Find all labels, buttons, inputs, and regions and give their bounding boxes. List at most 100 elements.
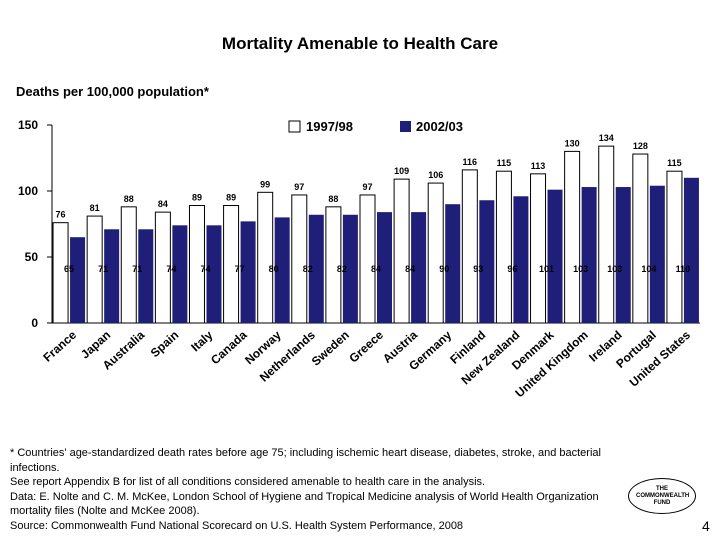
data-label-1997-98: 76 xyxy=(56,210,66,220)
category-label: Canada xyxy=(208,328,250,368)
data-label-2002-03: 65 xyxy=(64,264,74,274)
legend-swatch-2002-03 xyxy=(400,121,411,132)
data-label-1997-98: 116 xyxy=(463,157,478,167)
bar-1997-98 xyxy=(359,194,376,324)
data-label-1997-98: 109 xyxy=(394,166,409,176)
bar-1997-98 xyxy=(325,206,342,324)
data-label-1997-98: 88 xyxy=(124,194,134,204)
bar-2002-03 xyxy=(342,214,358,323)
data-label-1997-98: 134 xyxy=(599,133,614,143)
data-label-1997-98: 89 xyxy=(226,193,236,203)
bar-1997-98 xyxy=(257,191,274,324)
data-label-1997-98: 89 xyxy=(192,193,202,203)
chart-title: Mortality Amenable to Health Care xyxy=(221,34,499,53)
data-label-1997-98: 84 xyxy=(158,199,168,209)
data-label-1997-98: 97 xyxy=(294,182,304,192)
footnote-data: Data: E. Nolte and C. M. McKee, London S… xyxy=(10,490,599,518)
data-label-2002-03: 71 xyxy=(132,264,142,274)
data-label-2002-03: 103 xyxy=(607,264,622,274)
data-label-2002-03: 82 xyxy=(337,264,347,274)
y-tick-label: 100 xyxy=(18,184,38,198)
bar-1997-98 xyxy=(393,178,410,324)
data-label-2002-03: 74 xyxy=(166,264,176,274)
category-label: Spain xyxy=(148,328,182,360)
bar-1997-98 xyxy=(564,150,581,324)
data-label-1997-98: 81 xyxy=(90,203,100,213)
bar-2002-03 xyxy=(274,217,290,323)
data-label-2002-03: 101 xyxy=(539,264,554,274)
bar-1997-98 xyxy=(52,222,69,324)
legend-swatch-1997-98 xyxy=(288,120,301,133)
page-number: 4 xyxy=(702,518,710,534)
legend-label-1997-98: 1997/98 xyxy=(306,119,353,134)
bar-2002-03 xyxy=(411,212,427,323)
category-label: Sweden xyxy=(309,328,352,369)
bar-2002-03 xyxy=(445,204,461,323)
commonwealth-fund-logo: THE COMMONWEALTH FUND xyxy=(628,478,696,514)
data-label-2002-03: 84 xyxy=(405,264,415,274)
data-label-1997-98: 97 xyxy=(362,182,372,192)
bar-1997-98 xyxy=(86,215,103,324)
data-label-1997-98: 115 xyxy=(667,158,682,168)
y-tick-label: 150 xyxy=(18,118,38,132)
bar-1997-98 xyxy=(120,206,137,324)
bar-2002-03 xyxy=(581,187,597,323)
bar-1997-98 xyxy=(154,211,171,324)
y-tick-label: 0 xyxy=(31,316,38,330)
category-label: Greece xyxy=(346,328,386,366)
bar-2002-03 xyxy=(377,212,392,323)
bar-1997-98 xyxy=(291,194,308,324)
data-label-2002-03: 96 xyxy=(507,264,517,274)
footnotes: * Countries' age-standardized death rate… xyxy=(10,446,620,533)
data-label-1997-98: 113 xyxy=(531,161,546,171)
data-label-1997-98: 99 xyxy=(260,179,270,189)
footnote-source: Source: Commonwealth Fund National Score… xyxy=(10,519,464,532)
bar-1997-98 xyxy=(598,145,615,324)
bar-1997-98 xyxy=(188,205,205,324)
bar-2002-03 xyxy=(240,221,256,323)
data-label-2002-03: 80 xyxy=(269,264,279,274)
bar-1997-98 xyxy=(223,205,240,324)
bar-chart: 0501001507665France8171Japan8871Australi… xyxy=(18,118,700,400)
data-label-2002-03: 93 xyxy=(473,264,483,274)
category-label: Italy xyxy=(188,328,215,355)
bar-1997-98 xyxy=(461,169,478,324)
footnote-appendix: See report Appendix B for list of all co… xyxy=(10,476,486,488)
bar-2002-03 xyxy=(513,196,529,323)
data-label-2002-03: 90 xyxy=(439,264,449,274)
data-label-2002-03: 77 xyxy=(235,264,245,274)
data-label-2002-03: 104 xyxy=(641,264,656,274)
legend-label-2002-03: 2002/03 xyxy=(416,119,463,134)
bar-2002-03 xyxy=(172,225,188,323)
bar-2002-03 xyxy=(308,214,324,323)
bar-2002-03 xyxy=(70,237,86,323)
bar-1997-98 xyxy=(632,153,649,324)
bar-2002-03 xyxy=(547,189,563,323)
data-label-1997-98: 115 xyxy=(497,158,512,168)
bar-2002-03 xyxy=(104,229,120,323)
bar-2002-03 xyxy=(138,229,154,323)
y-tick-label: 50 xyxy=(25,250,39,264)
data-label-1997-98: 130 xyxy=(565,138,580,148)
logo-text: THE COMMONWEALTH FUND xyxy=(636,485,690,506)
data-label-2002-03: 103 xyxy=(573,264,588,274)
data-label-1997-98: 106 xyxy=(428,170,443,180)
bar-2002-03 xyxy=(479,200,495,323)
bar-1997-98 xyxy=(495,170,512,324)
bar-2002-03 xyxy=(615,187,631,323)
bar-2002-03 xyxy=(649,185,665,323)
data-label-2002-03: 74 xyxy=(200,264,210,274)
bar-1997-98 xyxy=(427,182,444,324)
bar-1997-98 xyxy=(666,170,683,324)
y-axis-unit-label: Deaths per 100,000 population* xyxy=(16,84,209,99)
data-label-2002-03: 71 xyxy=(98,264,108,274)
category-label: United States xyxy=(627,328,694,390)
bar-1997-98 xyxy=(530,173,547,324)
data-label-2002-03: 84 xyxy=(371,264,381,274)
data-label-1997-98: 128 xyxy=(633,141,648,151)
category-label: France xyxy=(40,328,79,365)
bar-2002-03 xyxy=(206,225,222,323)
data-label-2002-03: 82 xyxy=(303,264,313,274)
data-label-2002-03: 110 xyxy=(676,264,691,274)
bar-2002-03 xyxy=(683,177,699,323)
